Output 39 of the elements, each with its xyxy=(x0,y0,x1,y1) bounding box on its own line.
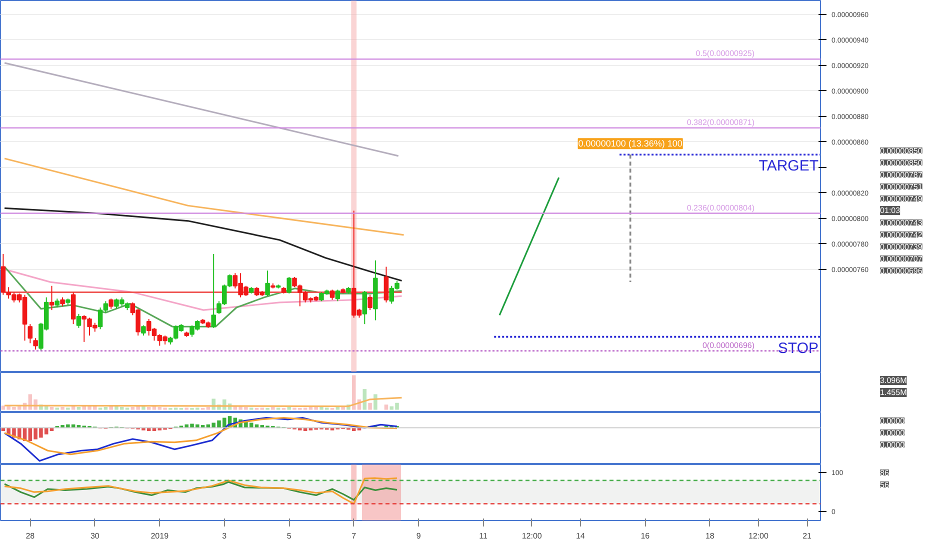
x-tick-label: 9 xyxy=(416,532,422,540)
text: 0.0000 xyxy=(880,440,906,450)
text: 0.00000696 xyxy=(880,266,923,276)
text: 0.0000 xyxy=(880,416,906,426)
x-tick-label: 7 xyxy=(352,532,357,540)
text: 0.00000742 xyxy=(880,230,923,240)
x-tick-label: 2019 xyxy=(150,532,170,540)
text: 0.00000707 xyxy=(880,254,923,264)
x-tick-label: 16 xyxy=(640,532,650,540)
text: 0.00000850 xyxy=(880,158,923,168)
series-label: STOP xyxy=(778,340,819,357)
x-tick-label: 30 xyxy=(90,532,100,540)
text: 0.0000 xyxy=(880,428,906,438)
x-tick-label: 18 xyxy=(705,532,715,540)
text: 86 xyxy=(880,468,890,478)
x-tick-label: 5 xyxy=(286,532,292,540)
text: 01:03 xyxy=(880,206,901,215)
ref-line-label: 0(0.00000696) xyxy=(702,340,755,350)
text: 1.455M xyxy=(880,388,908,397)
series-label: 0.00000100 (13.36%) 100 xyxy=(578,138,682,149)
x-tick-label: 11 xyxy=(479,532,488,540)
ref-line-label: 0.5(0.00000925) xyxy=(696,49,755,58)
x-tick-label: 12:00 xyxy=(522,532,542,540)
series-label: TARGET xyxy=(758,158,819,175)
x-tick-label: 28 xyxy=(26,532,36,540)
text: 56 xyxy=(880,480,890,490)
text: 0.00000739 xyxy=(880,242,923,252)
text: 0.00000787 xyxy=(880,170,923,180)
text: 3.096M xyxy=(880,376,908,385)
x-tick-label: 3 xyxy=(222,532,228,540)
text: 0.00000850 xyxy=(880,146,923,156)
ref-line-label: 0.382(0.00000871) xyxy=(686,118,755,127)
x-tick-label: 21 xyxy=(802,532,812,540)
x-tick-label: 14 xyxy=(576,532,586,540)
text: 0.00000743 xyxy=(880,218,923,228)
text: 0.00000751 xyxy=(880,182,923,192)
ref-line-label: 0.236(0.00000804) xyxy=(686,203,755,212)
x-tick-label: 12:00 xyxy=(748,532,770,540)
text: 0.00000749 xyxy=(880,194,923,204)
